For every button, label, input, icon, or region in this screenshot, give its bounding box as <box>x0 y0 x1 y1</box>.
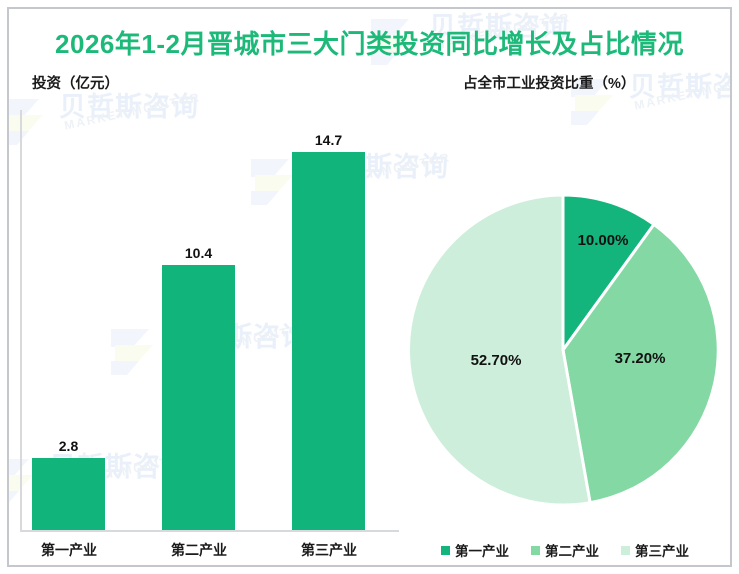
bar-rect[interactable] <box>292 152 365 530</box>
pie-chart-axis-title: 占全市工业投资比重（%） <box>463 76 636 92</box>
pie-slice-first[interactable] <box>561 193 657 355</box>
legend-swatch-icon <box>441 545 450 555</box>
legend-swatch-icon <box>531 545 540 555</box>
legend-item-third[interactable]: 第三产业 <box>621 540 689 560</box>
bar-category-label: 第二产业 <box>171 542 227 558</box>
pie-slice-second[interactable] <box>561 222 720 505</box>
legend-item-first[interactable]: 第一产业 <box>441 540 509 560</box>
watermark-text-cn: 贝哲斯咨询 <box>629 72 730 102</box>
pie-value-label: 52.70% <box>471 352 522 369</box>
legend-label: 第三产业 <box>635 544 689 559</box>
bar-category-label: 第三产业 <box>301 542 357 558</box>
bar-rect[interactable] <box>32 458 105 530</box>
legend-swatch-icon <box>621 545 630 555</box>
bar-value-label: 2.8 <box>58 438 79 454</box>
pie-svg: 10.00% 37.20% 52.70% <box>407 193 720 507</box>
pie-chart: 10.00% 37.20% 52.70% <box>400 110 730 570</box>
pie-slice-third[interactable] <box>407 193 592 507</box>
legend: 第一产业 第二产业 第三产业 <box>400 538 730 562</box>
pie-value-label: 10.00% <box>578 232 629 249</box>
watermark-text-en: MARKET MONITOR <box>633 70 730 113</box>
pie-value-label: 37.20% <box>615 350 666 367</box>
bar-rect[interactable] <box>162 265 235 530</box>
bar-category-label: 第一产业 <box>41 542 97 558</box>
bar-plot-area: 2.8 10.4 14.7 <box>9 110 399 532</box>
legend-label: 第一产业 <box>455 544 509 559</box>
bar-value-label: 14.7 <box>314 132 343 148</box>
bar-chart-axis-title: 投资（亿元） <box>32 76 119 92</box>
legend-label: 第二产业 <box>545 544 599 559</box>
pie-slices <box>407 193 720 507</box>
bar-chart: 2.8 10.4 14.7 第一产业 第二产业 第三产业 <box>9 110 399 570</box>
legend-item-second[interactable]: 第二产业 <box>531 540 599 560</box>
bar-y-axis <box>20 110 22 531</box>
bar-value-label: 10.4 <box>184 245 213 261</box>
bar-x-axis <box>20 530 399 532</box>
page-title: 2026年1-2月晋城市三大门类投资同比增长及占比情况 <box>55 29 684 59</box>
